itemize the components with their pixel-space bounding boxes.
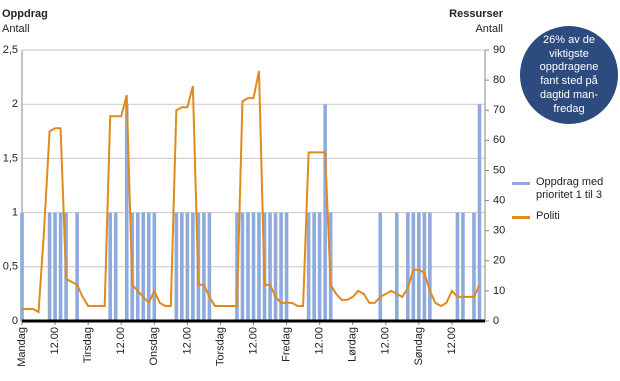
y-tick-label: 0,5: [3, 261, 18, 273]
legend-label: Oppdrag med prioritet 1 til 3: [536, 176, 604, 202]
y2-tick-label: 30: [493, 225, 505, 237]
bar: [207, 212, 212, 321]
x-tick-label: 12.00: [247, 327, 259, 355]
annotation: 26% av de viktigste oppdragene fant sted…: [520, 26, 618, 124]
bar: [191, 212, 195, 321]
bar: [317, 212, 322, 321]
x-tick-label: 12.00: [115, 327, 127, 355]
bar: [20, 212, 24, 321]
x-tick-label: Onsdag: [148, 327, 160, 366]
bar: [246, 212, 250, 321]
bar: [185, 212, 190, 321]
bar: [312, 212, 316, 321]
bar: [306, 212, 311, 321]
bar: [422, 212, 427, 321]
x-tick-label: 12.00: [314, 327, 326, 355]
bar: [141, 212, 146, 321]
y-tick-label: 2,5: [3, 44, 18, 56]
y2-tick-label: 50: [493, 164, 505, 176]
y2-tick-label: 60: [493, 134, 505, 146]
legend-swatch: [512, 182, 530, 185]
bar: [268, 212, 272, 321]
x-tick-label: 12.00: [49, 327, 61, 355]
bar: [279, 212, 283, 321]
bar: [406, 212, 410, 321]
x-tick-label: Søndag: [413, 327, 425, 366]
bar: [273, 212, 278, 321]
y-subtitle: Antall: [2, 23, 30, 35]
y2-tick-label: 70: [493, 104, 505, 116]
bar: [53, 212, 57, 321]
y-title: Oppdrag: [2, 8, 48, 20]
x-tick-label: 12.00: [446, 327, 458, 355]
y2-subtitle: Antall: [475, 23, 503, 35]
bar: [378, 212, 383, 321]
bar: [455, 212, 460, 321]
bar: [417, 212, 421, 321]
x-tick-label: Torsdag: [214, 327, 226, 366]
bar: [477, 104, 482, 321]
line: [22, 70, 481, 314]
bar: [152, 212, 157, 321]
y2-tick-label: 90: [493, 44, 505, 56]
bar: [180, 212, 184, 321]
bar: [124, 104, 129, 321]
bar: [75, 212, 79, 321]
bar: [323, 104, 327, 321]
x-tick-label: Mandag: [16, 327, 28, 367]
bar: [235, 212, 239, 321]
x-tick-label: Tirsdag: [82, 327, 94, 363]
y-tick-label: 1: [12, 207, 18, 219]
y2-tick-label: 40: [493, 194, 505, 206]
bar: [284, 212, 289, 321]
bar: [395, 212, 399, 321]
legend-label: Politi: [536, 210, 560, 223]
x-tick-label: Lørdag: [347, 327, 359, 362]
bar: [240, 212, 245, 321]
y2-tick-label: 10: [493, 285, 505, 297]
y2-tick-label: 0: [493, 315, 499, 327]
y2-tick-label: 80: [493, 74, 505, 86]
bar: [257, 212, 261, 321]
legend-swatch: [512, 216, 530, 220]
bar: [251, 212, 256, 321]
bar: [461, 212, 465, 321]
y-tick-label: 1,5: [3, 152, 18, 164]
y2-title: Ressurser: [449, 8, 504, 20]
bar: [113, 212, 118, 321]
bar: [411, 212, 416, 321]
y-tick-label: 2: [12, 98, 18, 110]
bar: [428, 212, 432, 321]
x-tick-label: 12.00: [380, 327, 392, 355]
bar: [47, 212, 52, 321]
bar: [108, 212, 112, 321]
x-tick-label: 12.00: [181, 327, 193, 355]
bar: [135, 212, 140, 321]
bar: [472, 212, 476, 321]
y2-tick-label: 20: [493, 255, 505, 267]
legend: Oppdrag med prioritet 1 til 3 Politi: [512, 176, 620, 232]
bar: [174, 212, 179, 321]
y-tick-label: 0: [12, 315, 18, 327]
bar: [146, 212, 151, 321]
bar: [58, 212, 63, 321]
legend-item: Politi: [512, 210, 620, 223]
bar: [202, 212, 206, 321]
legend-item: Oppdrag med prioritet 1 til 3: [512, 176, 620, 202]
x-tick-label: Fredag: [280, 327, 292, 362]
